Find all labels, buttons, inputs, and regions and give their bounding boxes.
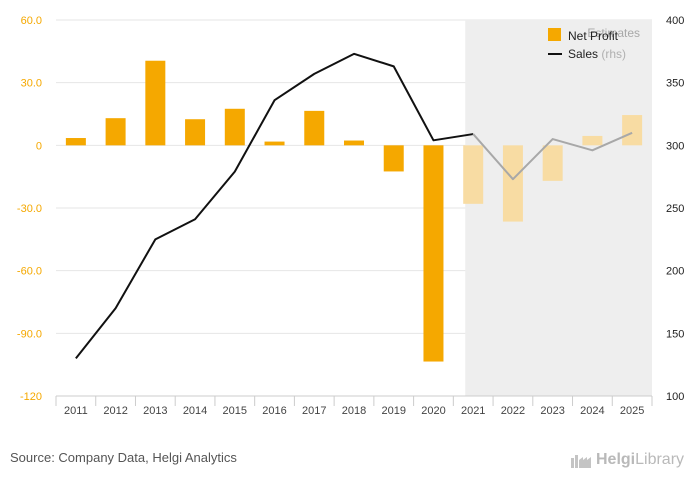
right-tick-label: 200 [666,266,684,278]
left-tick-label: -60.0 [17,266,42,278]
factory-icon [570,452,592,468]
net-profit-bar [224,108,245,146]
legend-label-net-profit: Net Profit [568,29,619,43]
net-profit-bar [622,115,643,146]
helgi-library-logo: Helgi Library [570,448,684,472]
sales-line-estimate [472,131,633,181]
left-tick-label: 60.0 [21,15,42,27]
left-axis-ticks: 60.0 30.0 0 -30.0 -60.0 -90.0 -120 [17,15,42,403]
x-axis: 2011 2012 2013 2014 2015 2016 2017 2018 2019 2020… [55,395,653,417]
right-tick-label: 400 [666,15,684,27]
x-tick-label: 2020 [421,405,445,417]
x-tick-label: 2018 [342,405,366,417]
net-profit-bars [65,60,643,362]
right-tick-label: 100 [666,391,684,403]
source-note: Source: Company Data, Helgi Analytics [10,450,237,465]
right-axis-ticks: 400 350 300 250 200 150 100 [666,15,684,403]
legend-label-rhs: (rhs) [601,47,626,61]
legend-label-sales: Sales (rhs) [568,47,626,61]
legend: Net Profit Sales (rhs) [548,28,626,61]
net-profit-bar [185,119,206,146]
right-tick-label: 300 [666,140,684,152]
estimates-shade [465,20,652,396]
x-tick-label: 2021 [461,405,485,417]
net-profit-bar [65,138,86,146]
x-tick-label: 2015 [223,405,247,417]
left-tick-label: 30.0 [21,78,42,90]
right-tick-label: 250 [666,203,684,215]
net-profit-bar [582,135,603,146]
x-tick-label: 2025 [620,405,644,417]
net-profit-bar [145,60,166,146]
brand-name-bold: Helgi [596,451,636,468]
net-profit-bar [463,145,484,204]
net-profit-bar [105,118,126,146]
right-tick-label: 150 [666,328,684,340]
left-tick-label: 0 [36,140,42,152]
net-profit-bar [264,141,285,146]
sales-line-actual [75,52,474,360]
net-profit-bar [383,145,404,172]
x-tick-label: 2022 [501,405,525,417]
x-tick-label: 2023 [540,405,564,417]
net-profit-bar [502,145,523,222]
left-tick-label: -90.0 [17,328,42,340]
net-profit-bar [304,110,325,146]
x-tick-label: 2019 [381,405,405,417]
sales-line [75,52,633,360]
legend-swatch-net-profit [548,28,561,41]
left-tick-label: -120 [20,391,42,403]
x-tick-label: 2017 [302,405,326,417]
x-tick-label: 2012 [103,405,127,417]
net-profit-bar [423,145,444,362]
x-tick-label: 2024 [580,405,604,417]
net-profit-bar [542,145,563,181]
estimates-label: Estimates [587,26,640,40]
x-tick-label: 2011 [64,405,88,417]
right-tick-label: 350 [666,78,684,90]
left-tick-label: -30.0 [17,203,42,215]
x-tick-label: 2014 [183,405,207,417]
net-profit-bar [344,140,364,146]
x-tick-label: 2013 [143,405,167,417]
brand-name-light: Library [635,451,685,468]
x-tick-label: 2016 [262,405,286,417]
